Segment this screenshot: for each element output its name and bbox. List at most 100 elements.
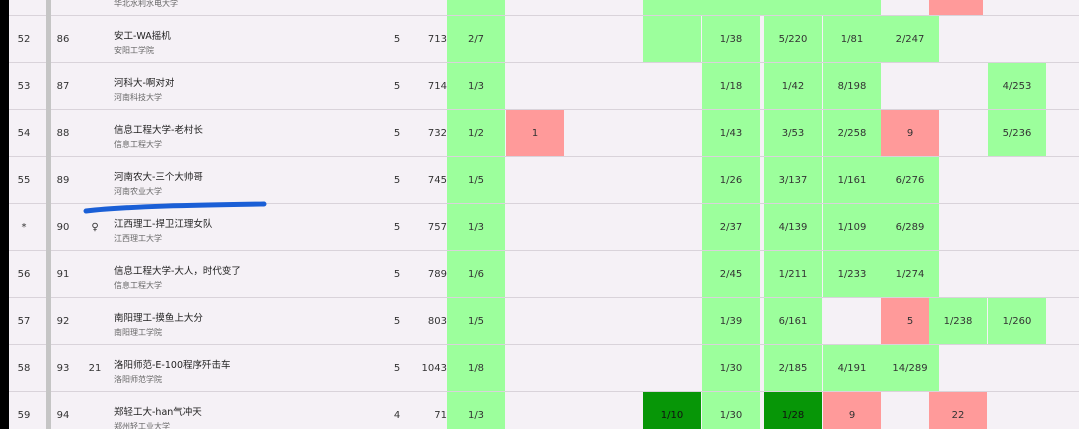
- problem-cell[interactable]: 1/81: [823, 16, 881, 62]
- team-name: 南阳理工-摸鱼上大分: [114, 313, 203, 324]
- table-row[interactable]: 57 92 南阳理工-摸鱼上大分 南阳理工学院 5 803 1/5 1/39 6/161 5 1/2…: [9, 298, 1079, 345]
- problem-cell[interactable]: [988, 204, 1046, 250]
- problem-cell[interactable]: [988, 157, 1046, 203]
- table-row[interactable]: 53 87 河科大-啊对对 河南科技大学 5 714 1/3 1/18 1/42 8/198 4/2…: [9, 63, 1079, 110]
- problem-cell[interactable]: [929, 157, 987, 203]
- problem-cell[interactable]: [988, 392, 1046, 429]
- problem-cell[interactable]: [643, 110, 701, 156]
- problem-cell[interactable]: 2/247: [881, 16, 939, 62]
- problem-cell[interactable]: [506, 63, 564, 109]
- problem-cell[interactable]: [506, 16, 564, 62]
- problem-cell[interactable]: 3/53: [764, 110, 822, 156]
- penalty-time: 714: [427, 80, 447, 92]
- solved-count: 5: [393, 268, 401, 280]
- problem-cell[interactable]: 3/137: [764, 157, 822, 203]
- problem-cell[interactable]: [643, 63, 701, 109]
- problem-cell[interactable]: [988, 345, 1046, 391]
- problem-cell[interactable]: [823, 298, 881, 344]
- rank-number: 54: [17, 127, 31, 139]
- solved-count: 5: [393, 80, 401, 92]
- problem-cell[interactable]: 2/45: [702, 251, 760, 297]
- problem-cell[interactable]: 1/211: [764, 251, 822, 297]
- problem-cell[interactable]: 1/6: [447, 251, 505, 297]
- problem-cell[interactable]: 1/5: [447, 157, 505, 203]
- problem-cell[interactable]: [929, 63, 987, 109]
- table-row[interactable]: 59 94 郑轻工大-han气冲天 郑州轻工业大学 4 71 1/3 1/10 1/30 1/28…: [9, 392, 1079, 429]
- problem-cell[interactable]: 1/5: [447, 298, 505, 344]
- problem-cell[interactable]: 1/26: [702, 157, 760, 203]
- problem-cell[interactable]: 1/43: [702, 110, 760, 156]
- problem-cell[interactable]: 1/30: [702, 345, 760, 391]
- problem-cell[interactable]: [929, 204, 987, 250]
- problem-cell[interactable]: 1/38: [702, 16, 760, 62]
- problem-cell[interactable]: 2/7: [447, 16, 505, 62]
- problem-cell[interactable]: 1/274: [881, 251, 939, 297]
- problem-cell[interactable]: 1/39: [702, 298, 760, 344]
- problem-cell[interactable]: [929, 16, 987, 62]
- problem-cell[interactable]: 1/18: [702, 63, 760, 109]
- problem-cell[interactable]: 5/236: [988, 110, 1046, 156]
- team-id: 86: [56, 33, 70, 45]
- problem-cell[interactable]: [643, 16, 701, 62]
- problem-cell[interactable]: 9: [823, 392, 881, 429]
- problem-cell[interactable]: 2/258: [823, 110, 881, 156]
- problem-cell[interactable]: [506, 251, 564, 297]
- problem-cell[interactable]: 2/185: [764, 345, 822, 391]
- problem-cell[interactable]: 1/260: [988, 298, 1046, 344]
- rank-change: [85, 251, 105, 297]
- problem-cell[interactable]: [643, 157, 701, 203]
- problem-cell[interactable]: 1/238: [929, 298, 987, 344]
- problem-cell[interactable]: 6/276: [881, 157, 939, 203]
- problem-cell[interactable]: 1/28: [764, 392, 822, 429]
- problem-cell[interactable]: [643, 345, 701, 391]
- problem-cell[interactable]: 1/161: [823, 157, 881, 203]
- rank-change: [85, 63, 105, 109]
- problem-cell[interactable]: [643, 298, 701, 344]
- table-row[interactable]: 55 89 河南农大-三个大帅哥 河南农业大学 5 745 1/5 1/26 3/137 1/16…: [9, 157, 1079, 204]
- problem-cell[interactable]: 1/3: [447, 392, 505, 429]
- penalty-time: 732: [427, 127, 447, 139]
- problem-cell[interactable]: 1/30: [702, 392, 760, 429]
- problem-cell[interactable]: [506, 345, 564, 391]
- problem-cell[interactable]: [929, 110, 987, 156]
- problem-cell[interactable]: 6/161: [764, 298, 822, 344]
- problem-cell[interactable]: 8/198: [823, 63, 881, 109]
- table-row[interactable]: 56 91 信息工程大学-大人，时代变了 信息工程大学 5 789 1/6 2/45 1/211…: [9, 251, 1079, 298]
- table-row[interactable]: 58 93 21 洛阳师范-E-100程序歼击车 洛阳师范学院 5 1043 1/8 1/30 2…: [9, 345, 1079, 392]
- problem-cell[interactable]: 14/289: [881, 345, 939, 391]
- problem-cell[interactable]: 1/10: [643, 392, 701, 429]
- problem-cell[interactable]: 1/109: [823, 204, 881, 250]
- problem-cell[interactable]: 4/139: [764, 204, 822, 250]
- problem-cell[interactable]: 22: [929, 392, 987, 429]
- table-row[interactable]: * 90 ♀ 江西理工-捍卫江理女队 江西理工大学 5 757 1/3 2/37 4/139 1/1…: [9, 204, 1079, 251]
- team-name: 郑轻工大-han气冲天: [114, 407, 202, 418]
- problem-cell[interactable]: [643, 251, 701, 297]
- problem-cell[interactable]: 2/37: [702, 204, 760, 250]
- problem-cell[interactable]: [929, 345, 987, 391]
- problem-cell[interactable]: [988, 251, 1046, 297]
- solved-count: 5: [393, 221, 401, 233]
- problem-cell[interactable]: 1/2: [447, 110, 505, 156]
- problem-cell[interactable]: 1: [506, 110, 564, 156]
- problem-cell[interactable]: 9: [881, 110, 939, 156]
- problem-cell[interactable]: [506, 204, 564, 250]
- problem-cell[interactable]: 5/220: [764, 16, 822, 62]
- problem-cell[interactable]: 1/233: [823, 251, 881, 297]
- problem-cell[interactable]: [506, 298, 564, 344]
- rank-number: 57: [17, 315, 31, 327]
- table-row[interactable]: 52 86 安工-WA摇机 安阳工学院 5 713 2/7 1/38 5/220 1/81 2/24…: [9, 16, 1079, 63]
- problem-cell[interactable]: [643, 204, 701, 250]
- table-row[interactable]: 54 88 信息工程大学-老村长 信息工程大学 5 732 1/2 1 1/43 3/53 2/25…: [9, 110, 1079, 157]
- team-name: 信息工程大学-大人，时代变了: [114, 266, 241, 277]
- problem-cell[interactable]: [506, 157, 564, 203]
- problem-cell[interactable]: 1/3: [447, 63, 505, 109]
- problem-cell[interactable]: [988, 16, 1046, 62]
- problem-cell[interactable]: [929, 251, 987, 297]
- problem-cell[interactable]: 6/289: [881, 204, 939, 250]
- problem-cell[interactable]: 1/42: [764, 63, 822, 109]
- problem-cell[interactable]: 1/8: [447, 345, 505, 391]
- problem-cell[interactable]: 4/191: [823, 345, 881, 391]
- problem-cell[interactable]: 4/253: [988, 63, 1046, 109]
- problem-cell[interactable]: 1/3: [447, 204, 505, 250]
- problem-cell[interactable]: [506, 392, 564, 429]
